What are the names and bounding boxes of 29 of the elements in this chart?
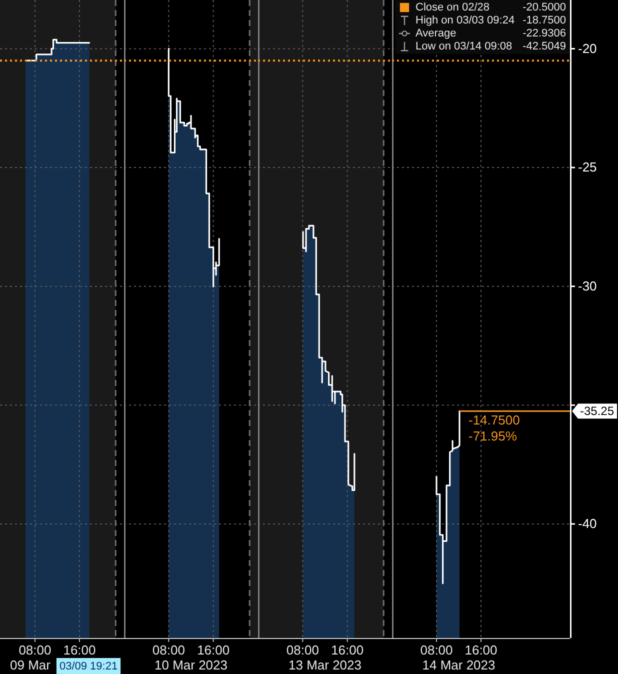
annotation: Close on 02/28 xyxy=(415,2,490,14)
text: 03/09 19:21 xyxy=(59,660,118,673)
x-tick-label: 16:00 xyxy=(63,642,96,658)
annotation: High on 03/03 09:24 xyxy=(415,14,515,27)
x-tick-label: 08:00 xyxy=(152,642,185,658)
annotation: -42.5049 xyxy=(522,40,566,53)
y-tick-label: -20 xyxy=(578,40,597,56)
annotation: -22.9306 xyxy=(522,28,566,40)
x-tick-label: 08:00 xyxy=(18,642,52,658)
line-series xyxy=(436,410,460,584)
annotation: -18.7500 xyxy=(522,14,566,27)
data-label: -35.25 xyxy=(580,404,614,418)
y-tick-label: -25 xyxy=(578,160,597,175)
x-tick-label: 08:00 xyxy=(286,642,319,658)
x-axis-title: 14 Mar 2023 xyxy=(422,658,496,673)
annotation: Low on 03/14 09:08 xyxy=(415,40,512,53)
x-tick-label: 08:00 xyxy=(420,642,453,658)
x-axis-title: 10 Mar 2023 xyxy=(154,658,228,673)
annotation: -14.7500 xyxy=(468,412,520,428)
x-tick-label: 16:00 xyxy=(197,642,230,658)
annotation: -20.5000 xyxy=(522,2,566,14)
annotation: -71.95% xyxy=(468,428,518,444)
annotation: Average xyxy=(415,28,456,40)
x-axis-title: 09 Mar xyxy=(10,658,52,673)
y-tick-label: -40 xyxy=(578,516,597,532)
x-tick-label: 16:00 xyxy=(464,642,498,658)
y-tick-label: -30 xyxy=(578,278,597,294)
x-axis-title: 13 Mar 2023 xyxy=(288,658,362,673)
x-tick-label: 16:00 xyxy=(331,642,364,658)
